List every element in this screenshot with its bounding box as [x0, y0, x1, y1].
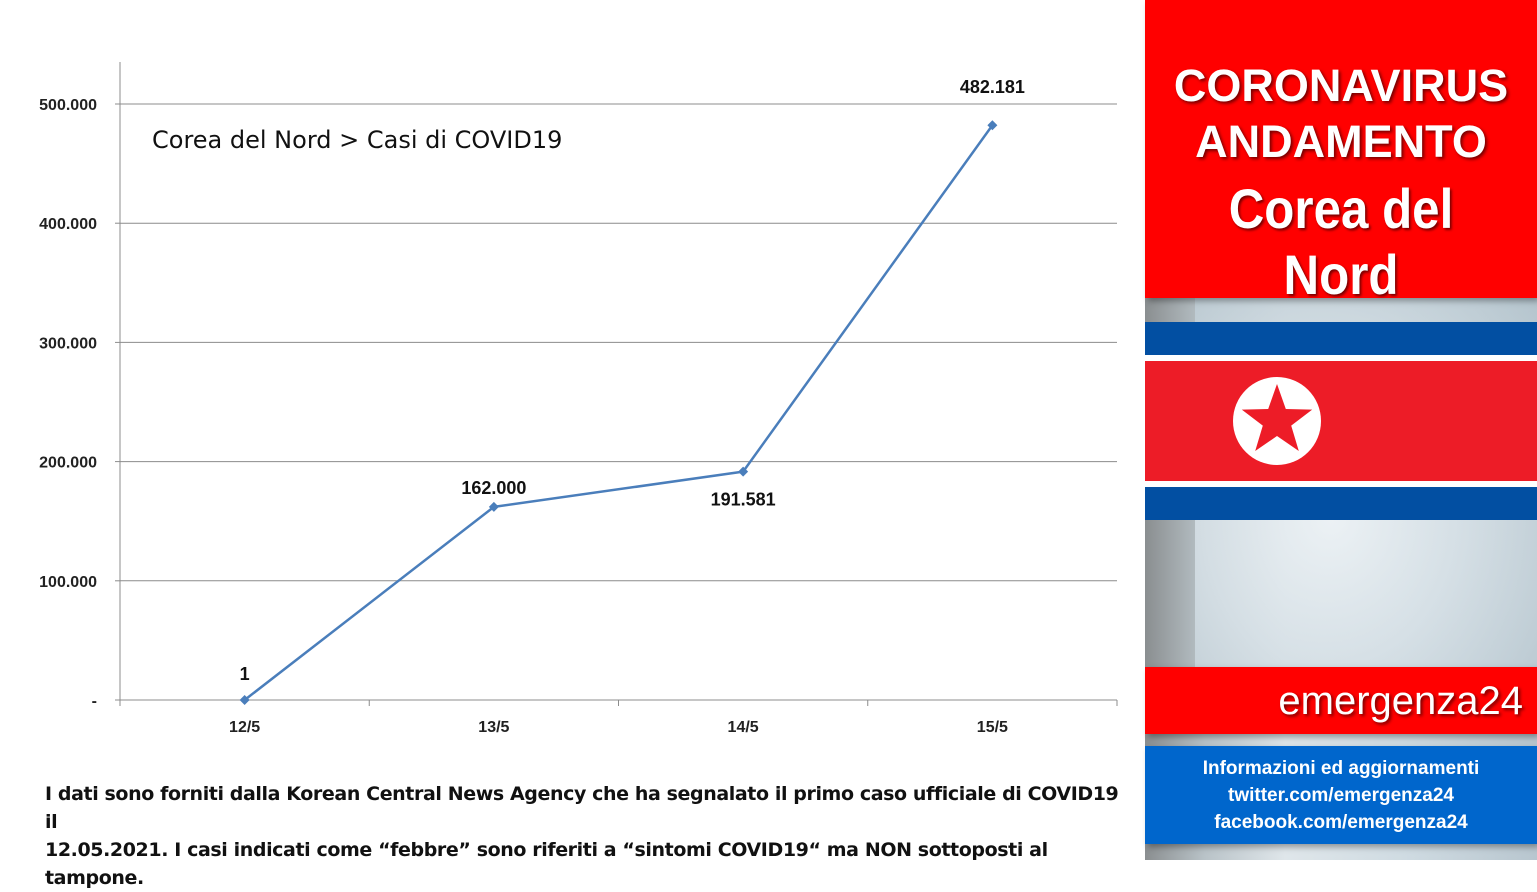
- banner-country: Corea del Nord: [1228, 177, 1454, 306]
- red-star-icon: [1233, 377, 1321, 465]
- banner-line-2: ANDAMENTO: [1195, 116, 1487, 167]
- data-point-3: [987, 120, 998, 131]
- axes: [115, 62, 1118, 706]
- data-label-1: 162.000: [461, 478, 526, 498]
- y-tick-label-1: 100.000: [39, 574, 97, 591]
- labels: - 100.000 200.000 300.000 400.000 500.000 12/5…: [39, 77, 1025, 736]
- y-tick-label-5: 500.000: [39, 97, 97, 114]
- source-footnote: I dati sono forniti dalla Korean Central…: [45, 780, 1125, 892]
- north-korea-flag: [1145, 322, 1537, 520]
- flag-blue-stripe-top: [1145, 322, 1537, 355]
- series-line: [243, 124, 994, 701]
- banner-line-1: CORONAVIRUS: [1173, 60, 1509, 111]
- side-panel: CORONAVIRUS ANDAMENTO Corea del Nord eme…: [1145, 0, 1537, 860]
- line-chart: - 100.000 200.000 300.000 400.000 500.000 12/5…: [39, 62, 1118, 736]
- twitter-link[interactable]: twitter.com/emergenza24: [1228, 785, 1454, 806]
- footnote-line-1: I dati sono forniti dalla Korean Central…: [45, 783, 1119, 833]
- flag-white-stripe-top: [1145, 355, 1537, 361]
- data-label-3: 482.181: [960, 77, 1025, 97]
- data-label-0: 1: [240, 664, 250, 684]
- flag-white-stripe-bottom: [1145, 481, 1537, 487]
- x-tick-label-1: 13/5: [478, 719, 509, 736]
- brand-banner: emergenza24: [1145, 667, 1537, 734]
- facebook-link[interactable]: facebook.com/emergenza24: [1214, 812, 1468, 833]
- x-tick-label-3: 15/5: [977, 719, 1008, 736]
- info-box: Informazioni ed aggiornamenti twitter.co…: [1145, 746, 1537, 844]
- flag-red-band: [1145, 361, 1537, 481]
- brand-name: emergenza24: [1278, 679, 1523, 723]
- gridlines: [120, 103, 1117, 582]
- x-tick-label-0: 12/5: [229, 719, 260, 736]
- x-tick-label-2: 14/5: [728, 719, 759, 736]
- chart-title: Corea del Nord > Casi di COVID19: [152, 126, 562, 154]
- data-point-1: [488, 501, 499, 512]
- series-casi: [239, 120, 998, 705]
- y-tick-label-0: -: [92, 693, 97, 710]
- flag-blue-stripe-bottom: [1145, 487, 1537, 520]
- footnote-line-2: 12.05.2021. I casi indicati come “febbre…: [45, 839, 1048, 889]
- y-tick-label-3: 300.000: [39, 335, 97, 352]
- y-tick-label-4: 400.000: [39, 216, 97, 233]
- data-point-2: [738, 466, 749, 477]
- y-tick-label-2: 200.000: [39, 455, 97, 472]
- data-label-2: 191.581: [711, 490, 776, 510]
- title-banner: CORONAVIRUS ANDAMENTO Corea del Nord: [1145, 0, 1537, 306]
- data-point-0: [239, 694, 250, 705]
- info-line-1: Informazioni ed aggiornamenti: [1202, 758, 1480, 779]
